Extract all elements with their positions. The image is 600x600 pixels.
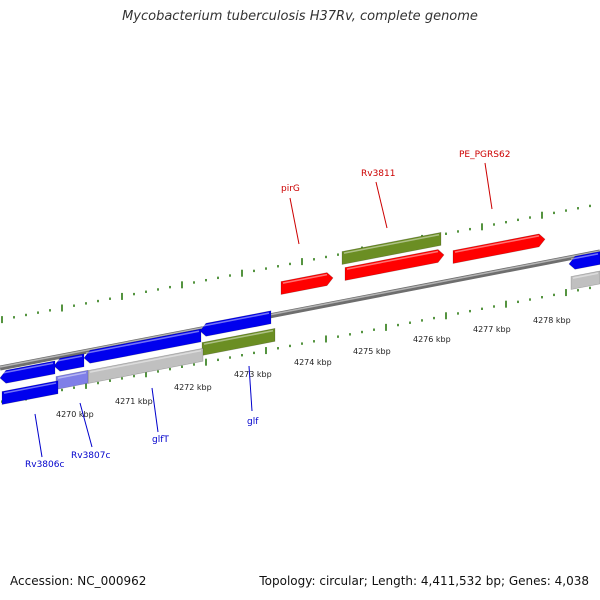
gene-glfT-highlight	[85, 330, 200, 354]
gene-label-pirG: pirG	[281, 184, 300, 194]
gene-glf-highlight	[203, 330, 274, 345]
gene-Rv3807c-highlight	[55, 355, 83, 362]
gene-label-leader-Rv3807c	[79, 402, 93, 448]
gene-label-Rv3806c: Rv3806c	[25, 460, 64, 470]
gene-pseudo-edge-highlight	[572, 272, 599, 279]
gene-features	[0, 232, 600, 405]
genome-summary-text: Topology: circular; Length: 4,411,532 bp…	[259, 574, 589, 588]
scale-label-4278: 4278 kbp	[533, 316, 571, 325]
gene-Rv3806c-highlight	[1, 362, 54, 374]
scale-label-4276: 4276 kbp	[413, 335, 451, 344]
gene-label-glf: glf	[247, 417, 259, 427]
scale-label-4277: 4277 kbp	[473, 325, 511, 334]
gene-reverse-edge	[568, 251, 600, 270]
scale-label-4270: 4270 kbp	[56, 410, 94, 419]
gene-reverse-edge-highlight	[570, 253, 599, 260]
gene-pirG	[280, 272, 334, 295]
gene-labels: pirG Rv3811 PE_PGRS62 Rv3806c Rv3807c glfT glf	[25, 150, 510, 470]
gene-forward-special	[341, 232, 442, 265]
gene-Rv3807c-track-highlight	[57, 371, 87, 379]
gene-label-leader-Rv3806c	[34, 413, 43, 458]
gene-Rv3811-highlight	[346, 250, 439, 270]
scale-labels: 4270 kbp 4271 kbp 4272 kbp 4273 kbp 4274 kbp…	[56, 316, 571, 419]
accession-text: Accession: NC_000962	[10, 574, 147, 588]
genome-title: Mycobacterium tuberculosis H37Rv, comple…	[122, 9, 478, 24]
gene-PE_PGRS62	[452, 233, 546, 264]
gene-glfT-pseudo-highlight	[89, 349, 202, 373]
gene-pirG-highlight	[282, 273, 328, 284]
scale-label-4271: 4271 kbp	[115, 397, 153, 406]
gene-PE_PGRS62-highlight	[454, 235, 540, 253]
gene-pseudo-edge	[570, 270, 600, 290]
gene-label-leader-glfT	[151, 387, 159, 433]
gene-Rv3806c-track	[1, 380, 59, 405]
gene-label-leader-Rv3811	[375, 181, 388, 229]
gene-forward-special-highlight	[343, 234, 440, 254]
scale-label-4272: 4272 kbp	[174, 383, 212, 392]
scale-label-4275: 4275 kbp	[353, 347, 391, 356]
genome-backbone-highlight	[0, 250, 600, 368]
gene-glf-partner-highlight	[201, 312, 270, 327]
gene-label-glfT: glfT	[152, 435, 169, 445]
gene-Rv3807c	[53, 353, 85, 372]
gene-label-leader-glf	[248, 365, 253, 412]
gene-label-leader-pirG	[289, 197, 300, 245]
scale-label-4274: 4274 kbp	[294, 358, 332, 367]
scale-label-4273: 4273 kbp	[234, 370, 272, 379]
gene-Rv3806c-track-highlight	[3, 382, 57, 394]
gene-label-Rv3811: Rv3811	[361, 169, 395, 179]
gene-glf-partner	[199, 310, 272, 337]
gene-label-leader-PE_PGRS62	[484, 162, 493, 210]
gene-Rv3806c	[0, 360, 56, 384]
gene-label-Rv3807c: Rv3807c	[71, 451, 110, 461]
gene-Rv3811	[344, 249, 445, 281]
gene-label-PE_PGRS62: PE_PGRS62	[459, 150, 510, 160]
gene-glfT	[83, 328, 202, 364]
